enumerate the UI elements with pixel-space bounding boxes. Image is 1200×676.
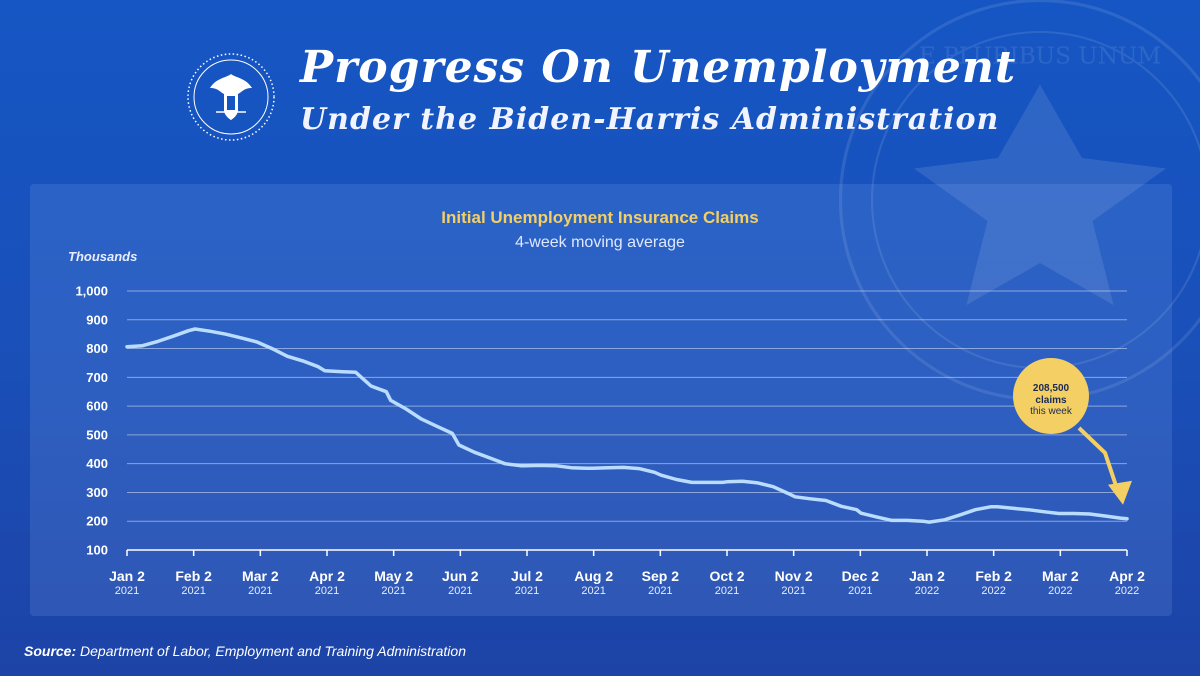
x-tick-label: Oct 2 — [709, 568, 744, 584]
x-tick-year: 2021 — [448, 585, 472, 597]
y-tick-label: 500 — [86, 427, 108, 442]
series-line — [125, 327, 1129, 524]
x-tick-year: 2021 — [515, 585, 539, 597]
y-tick-label: 300 — [86, 485, 108, 500]
x-tick-year: 2021 — [248, 585, 272, 597]
annotation-value: 208,500 — [1033, 383, 1070, 394]
x-tick-year: 2021 — [181, 585, 205, 597]
y-tick-labels: 100 200 300 400 500 600 700 800 900 1,000 — [75, 284, 108, 558]
x-tick-label: Jul 2 — [511, 568, 543, 584]
y-tick-label: 600 — [86, 399, 108, 414]
page-title: Progress On Unemployment — [300, 42, 1017, 93]
x-tick-label: Aug 2 — [574, 568, 613, 584]
x-tick-year: 2022 — [1115, 585, 1139, 597]
x-tick-label: Jan 2 — [909, 568, 945, 584]
series-layer — [125, 327, 1129, 524]
y-tick-label: 700 — [86, 370, 108, 385]
chart-title: Initial Unemployment Insurance Claims — [441, 208, 758, 227]
y-tick-label: 100 — [86, 543, 108, 558]
x-tick-label: Nov 2 — [775, 568, 813, 584]
gridlines — [126, 290, 1128, 556]
x-tick-year: 2021 — [715, 585, 739, 597]
x-tick-label: Sep 2 — [642, 568, 680, 584]
annotation-bubble — [1013, 358, 1089, 434]
presidential-seal-icon — [187, 53, 275, 141]
y-tick-label: 800 — [86, 341, 108, 356]
x-tick-year: 2021 — [115, 585, 139, 597]
x-tick-label: Apr 2 — [309, 568, 345, 584]
x-tick-label: May 2 — [374, 568, 413, 584]
svg-text:E PLURIBUS UNUM: E PLURIBUS UNUM — [919, 44, 1161, 70]
x-tick-label: Feb 2 — [175, 568, 212, 584]
x-tick-label: Jan 2 — [109, 568, 145, 584]
x-tick-label: Jun 2 — [442, 568, 479, 584]
x-tick-year: 2022 — [1048, 585, 1072, 597]
y-tick-label: 200 — [86, 514, 108, 529]
x-tick-year: 2021 — [381, 585, 405, 597]
x-tick-label: Feb 2 — [975, 568, 1012, 584]
chart-panel — [30, 184, 1172, 616]
page-subtitle: Under the Biden-Harris Administration — [300, 102, 1000, 137]
x-tick-year: 2021 — [648, 585, 672, 597]
x-tick-year: 2022 — [915, 585, 939, 597]
y-tick-label: 400 — [86, 456, 108, 471]
y-axis-label: Thousands — [68, 249, 137, 264]
source-note: Source: Department of Labor, Employment … — [24, 643, 466, 659]
source-text: Department of Labor, Employment and Trai… — [76, 643, 466, 659]
annotation-arrow-line — [1077, 426, 1121, 496]
annotation-line2: this week — [1030, 406, 1073, 417]
x-tick-year: 2021 — [581, 585, 605, 597]
x-tick-year: 2021 — [848, 585, 872, 597]
chart-subtitle: 4-week moving average — [515, 234, 685, 251]
x-tick-year: 2021 — [315, 585, 339, 597]
x-tick-year: 2022 — [981, 585, 1005, 597]
annotation-arrowhead — [1108, 480, 1132, 505]
y-tick-label: 1,000 — [75, 284, 108, 299]
y-tick-label: 900 — [86, 312, 108, 327]
x-tick-label: Mar 2 — [1042, 568, 1079, 584]
source-label: Source: — [24, 643, 77, 659]
x-tick-label: Apr 2 — [1109, 568, 1145, 584]
annotation-line1: claims — [1035, 395, 1067, 406]
x-tick-label: Dec 2 — [842, 568, 880, 584]
x-tick-year: 2021 — [781, 585, 805, 597]
x-tick-label: Mar 2 — [242, 568, 279, 584]
